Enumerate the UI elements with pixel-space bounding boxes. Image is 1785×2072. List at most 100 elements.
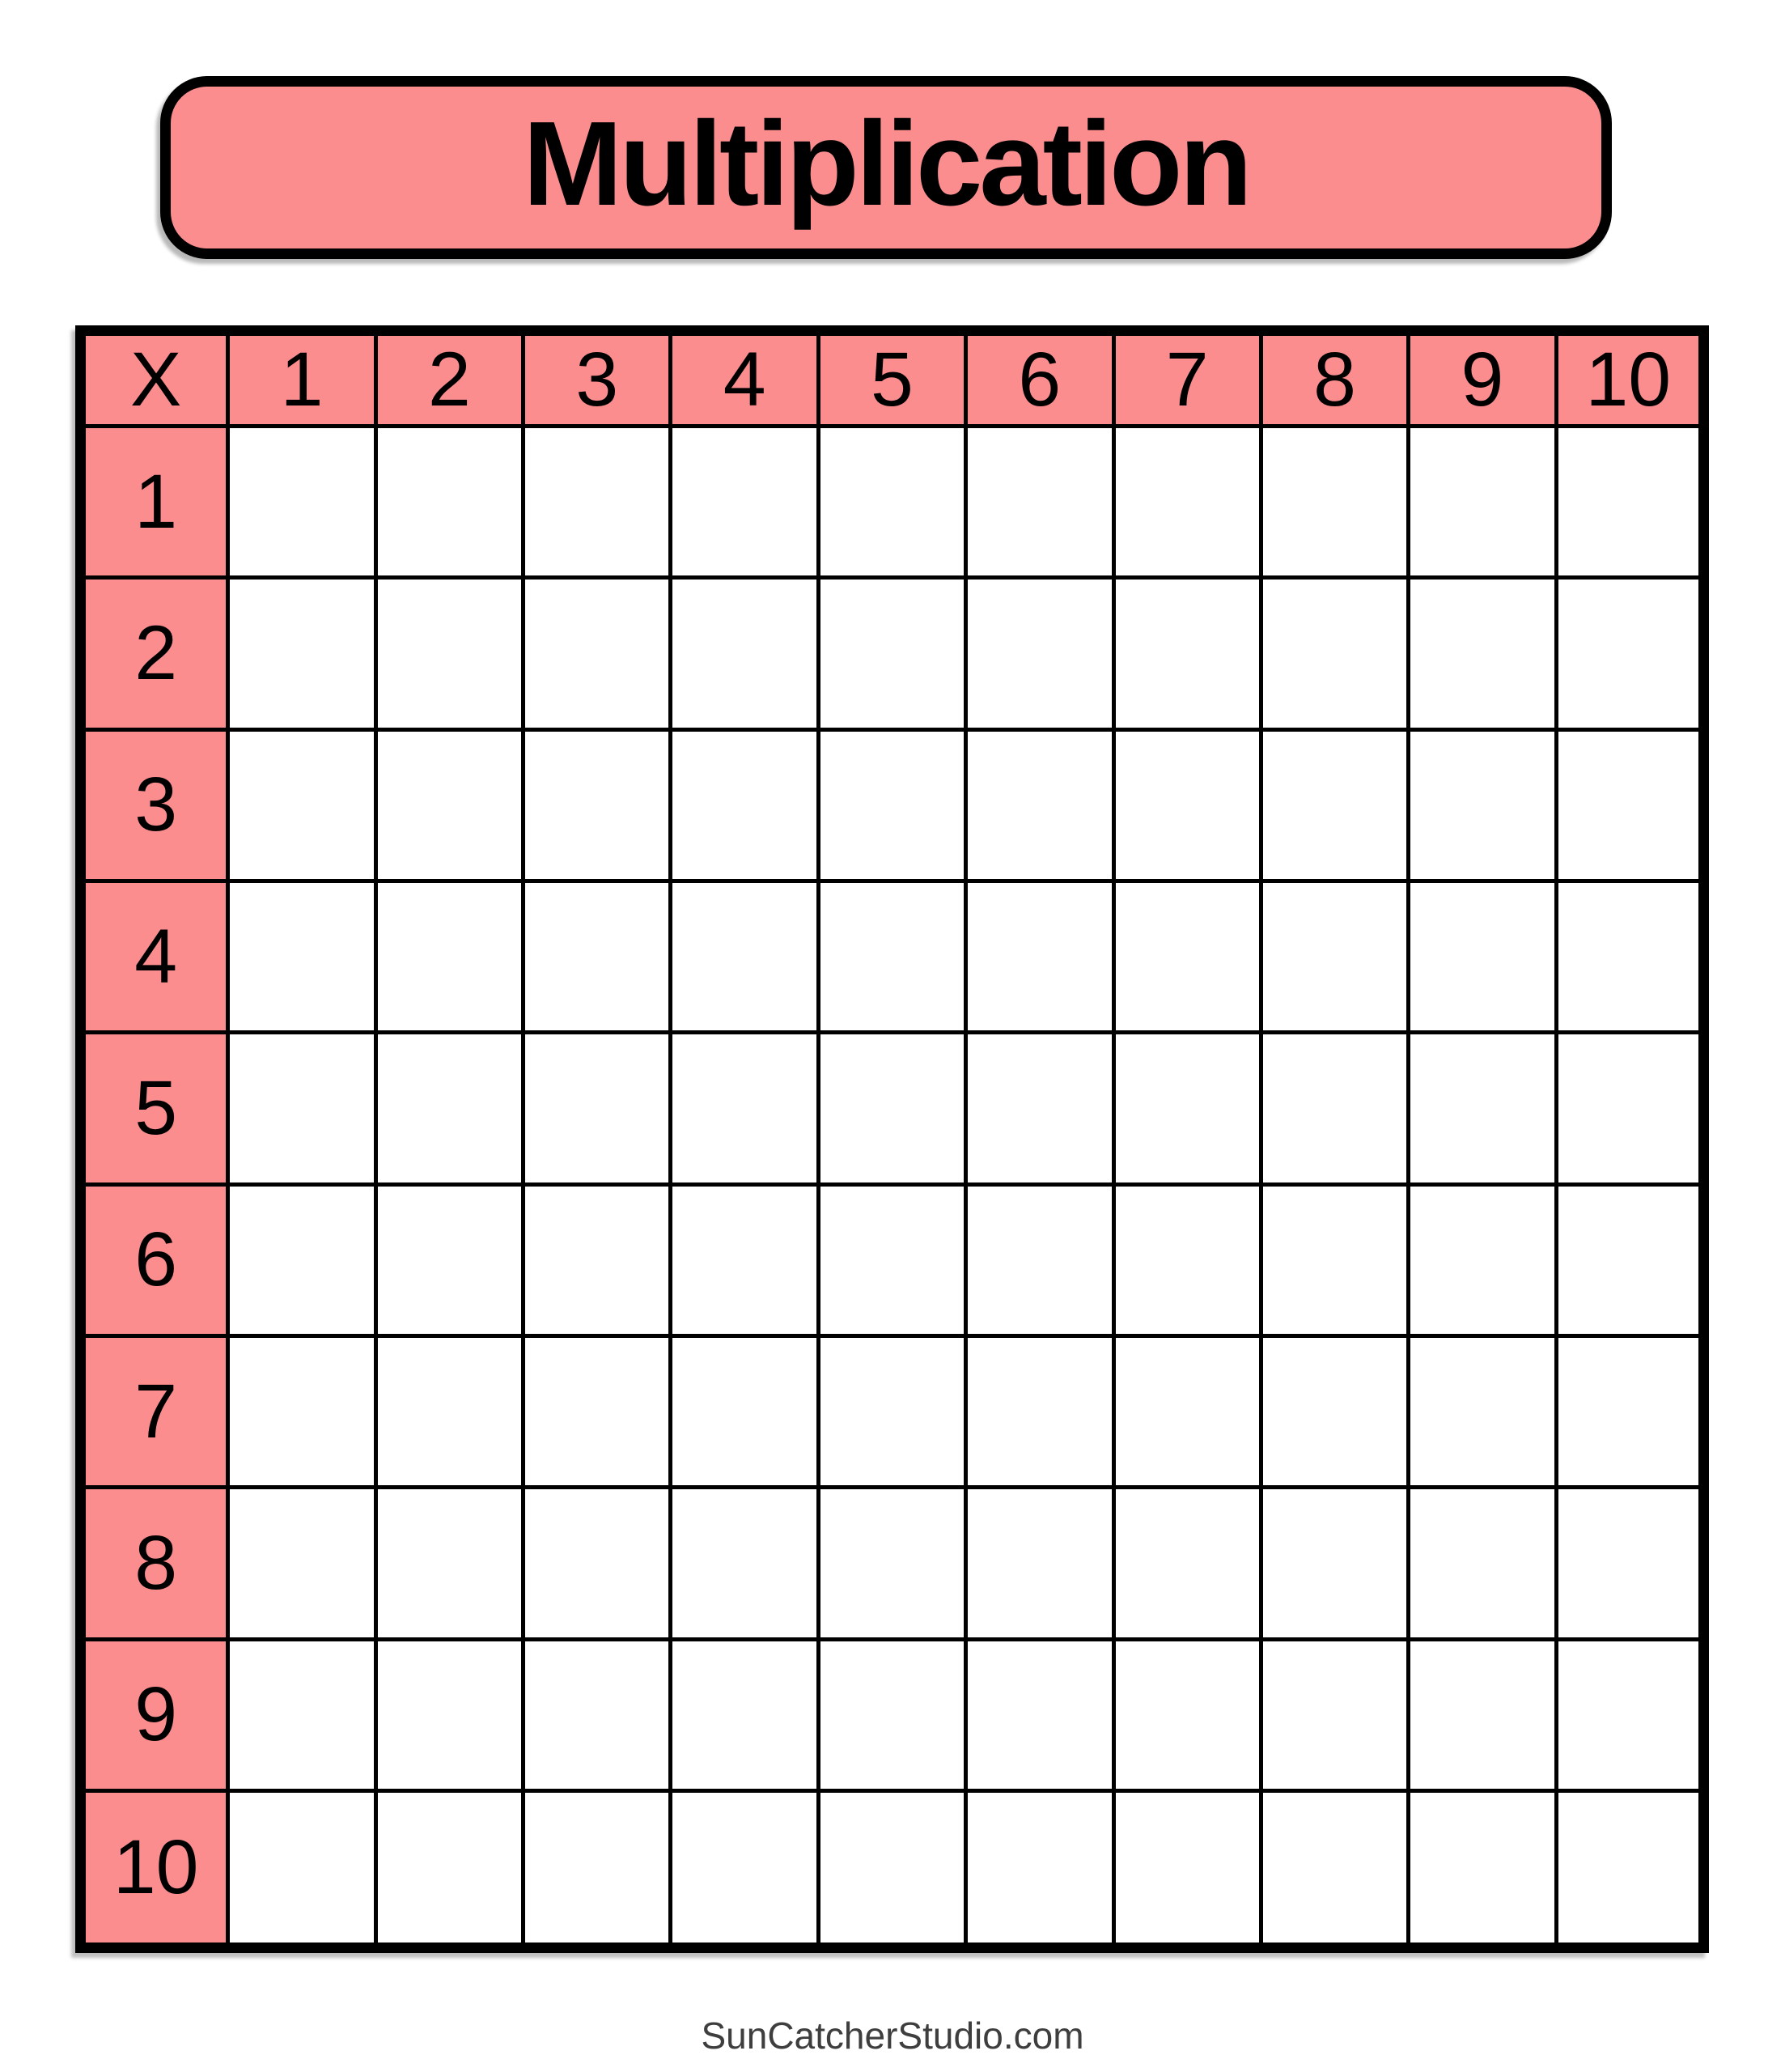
grid-cell [521, 1182, 673, 1338]
multiplication-grid: X 1 2 3 4 5 6 7 8 9 10 1 2 [75, 325, 1709, 1953]
grid-cell [1111, 575, 1263, 732]
grid-cell [964, 1637, 1116, 1793]
grid-cell [1111, 878, 1263, 1035]
grid-cell [816, 575, 969, 732]
grid-cell [1554, 1182, 1707, 1338]
grid-cell [1258, 1788, 1411, 1951]
grid-cell [964, 727, 1116, 883]
grid-cell [964, 1485, 1116, 1641]
grid-cell [1258, 1333, 1411, 1490]
grid-cell [226, 1182, 378, 1338]
grid-cell [226, 1333, 378, 1490]
column-header-4: 4 [668, 329, 820, 428]
header-row: X 1 2 3 4 5 6 7 8 9 10 [78, 329, 1707, 428]
column-header-3: 3 [521, 329, 673, 428]
column-header-6: 6 [964, 329, 1116, 428]
column-header-10: 10 [1554, 329, 1707, 428]
grid-cell [373, 878, 526, 1035]
grid-cell [816, 423, 969, 580]
grid-cell [1258, 727, 1411, 883]
grid-cell [226, 1637, 378, 1793]
grid-cell [1554, 878, 1707, 1035]
grid-cell [373, 423, 526, 580]
grid-cell [668, 1637, 820, 1793]
grid-cell [964, 575, 1116, 732]
grid-cell [816, 1030, 969, 1187]
grid-cell [226, 1788, 378, 1951]
grid-cell [964, 1182, 1116, 1338]
grid-cell [964, 1333, 1116, 1490]
column-header-2: 2 [373, 329, 526, 428]
grid-cell [816, 1788, 969, 1951]
grid-cell [668, 878, 820, 1035]
grid-cell [1554, 1788, 1707, 1951]
grid-cell [373, 1333, 526, 1490]
grid-cell [1406, 1637, 1558, 1793]
grid-cell [226, 575, 378, 732]
grid-cell [668, 727, 820, 883]
grid-cell [1258, 423, 1411, 580]
column-header-1: 1 [226, 329, 378, 428]
row-header-10: 10 [78, 1788, 231, 1951]
table-row: 2 [78, 575, 1707, 732]
table-row: 1 [78, 423, 1707, 580]
grid-cell [816, 1182, 969, 1338]
grid-cell [1258, 1485, 1411, 1641]
grid-cell [1406, 1333, 1558, 1490]
grid-cell [1554, 423, 1707, 580]
grid-cell [1111, 1333, 1263, 1490]
grid-cell [373, 1637, 526, 1793]
grid-cell [521, 878, 673, 1035]
grid-cell [1111, 423, 1263, 580]
table-row: 7 [78, 1333, 1707, 1490]
page-title: Multiplication [523, 97, 1253, 231]
grid-cell [1554, 1333, 1707, 1490]
grid-cell [1111, 1788, 1263, 1951]
row-header-4: 4 [78, 878, 231, 1035]
grid-cell [1554, 1485, 1707, 1641]
column-header-8: 8 [1258, 329, 1411, 428]
row-header-7: 7 [78, 1333, 231, 1490]
grid-cell [226, 878, 378, 1035]
grid-cell [1406, 1182, 1558, 1338]
grid-cell [373, 1030, 526, 1187]
grid-cell [1406, 575, 1558, 732]
row-header-5: 5 [78, 1030, 231, 1187]
grid-cell [816, 727, 969, 883]
grid-cell [521, 1788, 673, 1951]
title-banner: Multiplication [160, 76, 1612, 259]
grid-cell [964, 878, 1116, 1035]
grid-cell [1554, 727, 1707, 883]
grid-cell [668, 1485, 820, 1641]
grid-cell [373, 575, 526, 732]
grid-cell [1406, 423, 1558, 580]
grid-cell [226, 423, 378, 580]
row-header-3: 3 [78, 727, 231, 883]
row-header-1: 1 [78, 423, 231, 580]
grid-cell [816, 1333, 969, 1490]
grid-cell [521, 1637, 673, 1793]
grid-cell [373, 1485, 526, 1641]
table-row: 9 [78, 1637, 1707, 1793]
grid-corner-x: X [78, 329, 231, 428]
grid-cell [1258, 1637, 1411, 1793]
column-header-7: 7 [1111, 329, 1263, 428]
row-header-8: 8 [78, 1485, 231, 1641]
grid-cell [1554, 575, 1707, 732]
table-row: 8 [78, 1485, 1707, 1641]
column-header-5: 5 [816, 329, 969, 428]
grid-cell [668, 1182, 820, 1338]
grid-cell [1406, 1788, 1558, 1951]
row-header-2: 2 [78, 575, 231, 732]
grid-cell [1258, 1182, 1411, 1338]
grid-cell [668, 423, 820, 580]
table-row: 10 [78, 1788, 1707, 1951]
table-row: 6 [78, 1182, 1707, 1338]
grid-cell [1554, 1637, 1707, 1793]
grid-cell [521, 1030, 673, 1187]
grid-cell [226, 1030, 378, 1187]
grid-cell [1111, 727, 1263, 883]
grid-cell [521, 575, 673, 732]
grid-cell [1554, 1030, 1707, 1187]
grid-cell [226, 727, 378, 883]
